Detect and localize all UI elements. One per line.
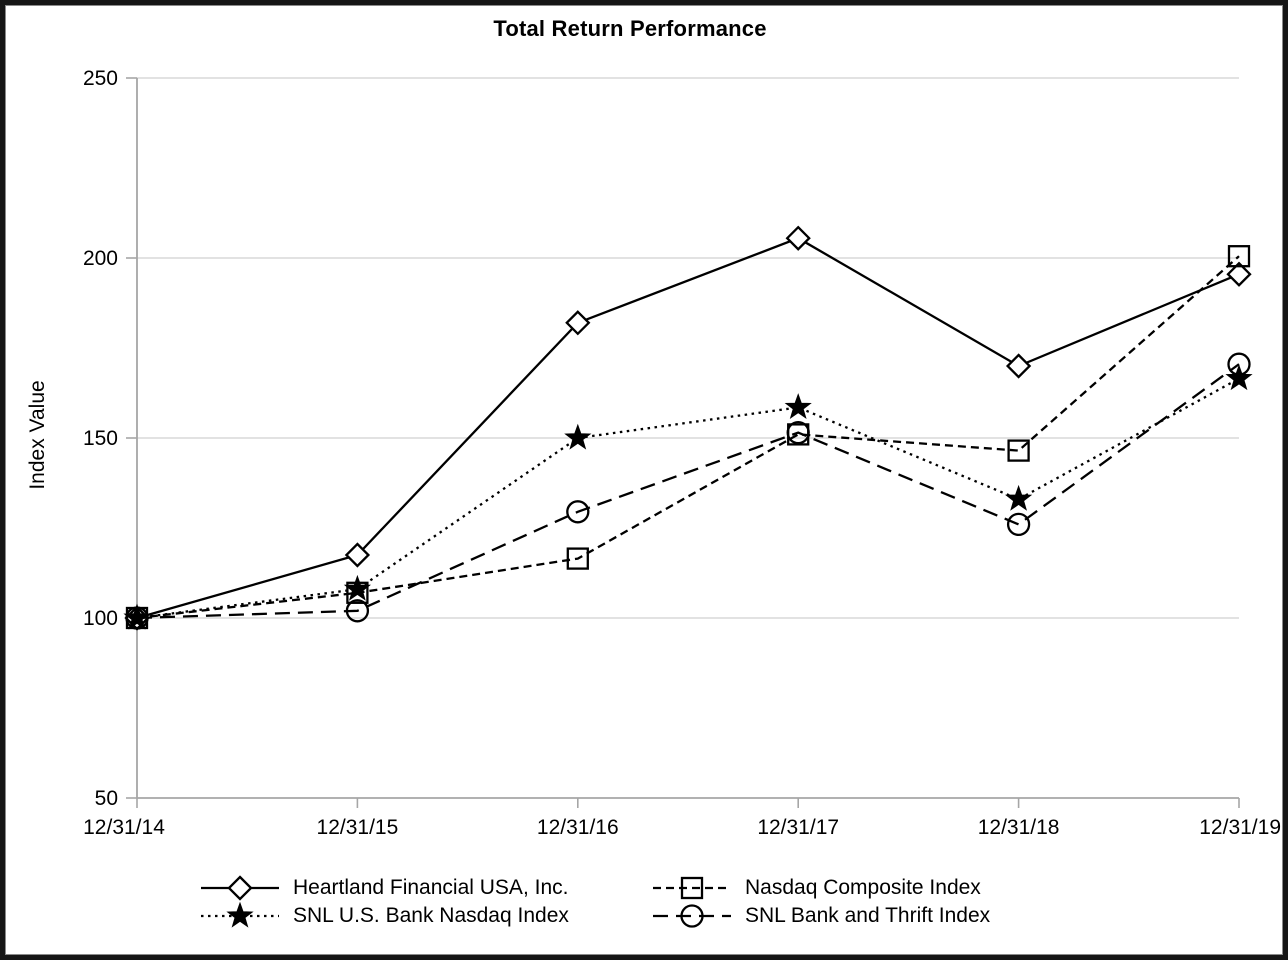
square-marker-icon [1007, 439, 1030, 462]
legend-label: Nasdaq Composite Index [745, 876, 981, 899]
diamond-marker-icon [1005, 353, 1032, 379]
legend-label: SNL U.S. Bank Nasdaq Index [293, 904, 569, 927]
legend-item: SNL U.S. Bank Nasdaq Index [200, 902, 652, 930]
legend-sample [653, 876, 731, 900]
star-marker-icon [1225, 364, 1253, 391]
square-marker-icon [566, 547, 589, 570]
legend-item: Nasdaq Composite Index [652, 874, 990, 902]
diamond-marker-icon [344, 542, 371, 568]
diamond-marker-icon [565, 310, 591, 336]
legend-sample [653, 904, 731, 928]
square-marker-icon [680, 876, 704, 900]
circle-marker-icon [1227, 352, 1251, 376]
diamond-marker-icon [227, 875, 253, 901]
diamond-marker-icon [1226, 261, 1252, 287]
circle-marker-icon [680, 904, 704, 928]
circle-marker-icon [786, 420, 810, 445]
legend-sample [201, 902, 279, 928]
y-tick-label: 50 [95, 787, 118, 810]
star-marker-icon [784, 393, 812, 419]
series-line [136, 255, 1240, 620]
chart-title: Total Return Performance [493, 16, 767, 41]
legend-label: Heartland Financial USA, Inc. [293, 876, 569, 899]
series-line [136, 377, 1240, 620]
series-line [136, 363, 1240, 620]
y-tick-label: 100 [83, 607, 118, 630]
x-tick-label: 12/31/14 [83, 816, 165, 839]
circle-marker-icon [125, 606, 149, 630]
star-marker-icon [226, 902, 254, 928]
legend-item: Heartland Financial USA, Inc. [200, 874, 652, 902]
x-tick-label: 12/31/17 [757, 816, 839, 839]
x-tick-label: 12/31/15 [317, 816, 399, 839]
legend-sample [201, 875, 279, 901]
series-line [136, 236, 1240, 620]
y-tick-label: 200 [83, 247, 118, 270]
diamond-marker-icon [785, 225, 811, 251]
star-marker-icon [564, 423, 592, 450]
square-marker-icon [1227, 245, 1251, 268]
circle-marker-icon [566, 500, 590, 524]
circle-marker-icon [345, 599, 370, 623]
legend-label: SNL Bank and Thrift Index [745, 904, 991, 927]
legend: Heartland Financial USA, Inc. Nasdaq Comp… [200, 874, 990, 930]
star-marker-icon [343, 574, 371, 601]
y-tick-label: 250 [83, 67, 118, 90]
star-marker-icon [1005, 484, 1033, 511]
x-tick-label: 12/31/18 [978, 816, 1060, 839]
legend-item: SNL Bank and Thrift Index [652, 902, 990, 930]
y-tick-label: 150 [83, 427, 118, 450]
circle-marker-icon [1006, 512, 1031, 537]
x-tick-label: 12/31/16 [537, 816, 619, 839]
x-tick-label: 12/31/19 [1199, 816, 1281, 839]
